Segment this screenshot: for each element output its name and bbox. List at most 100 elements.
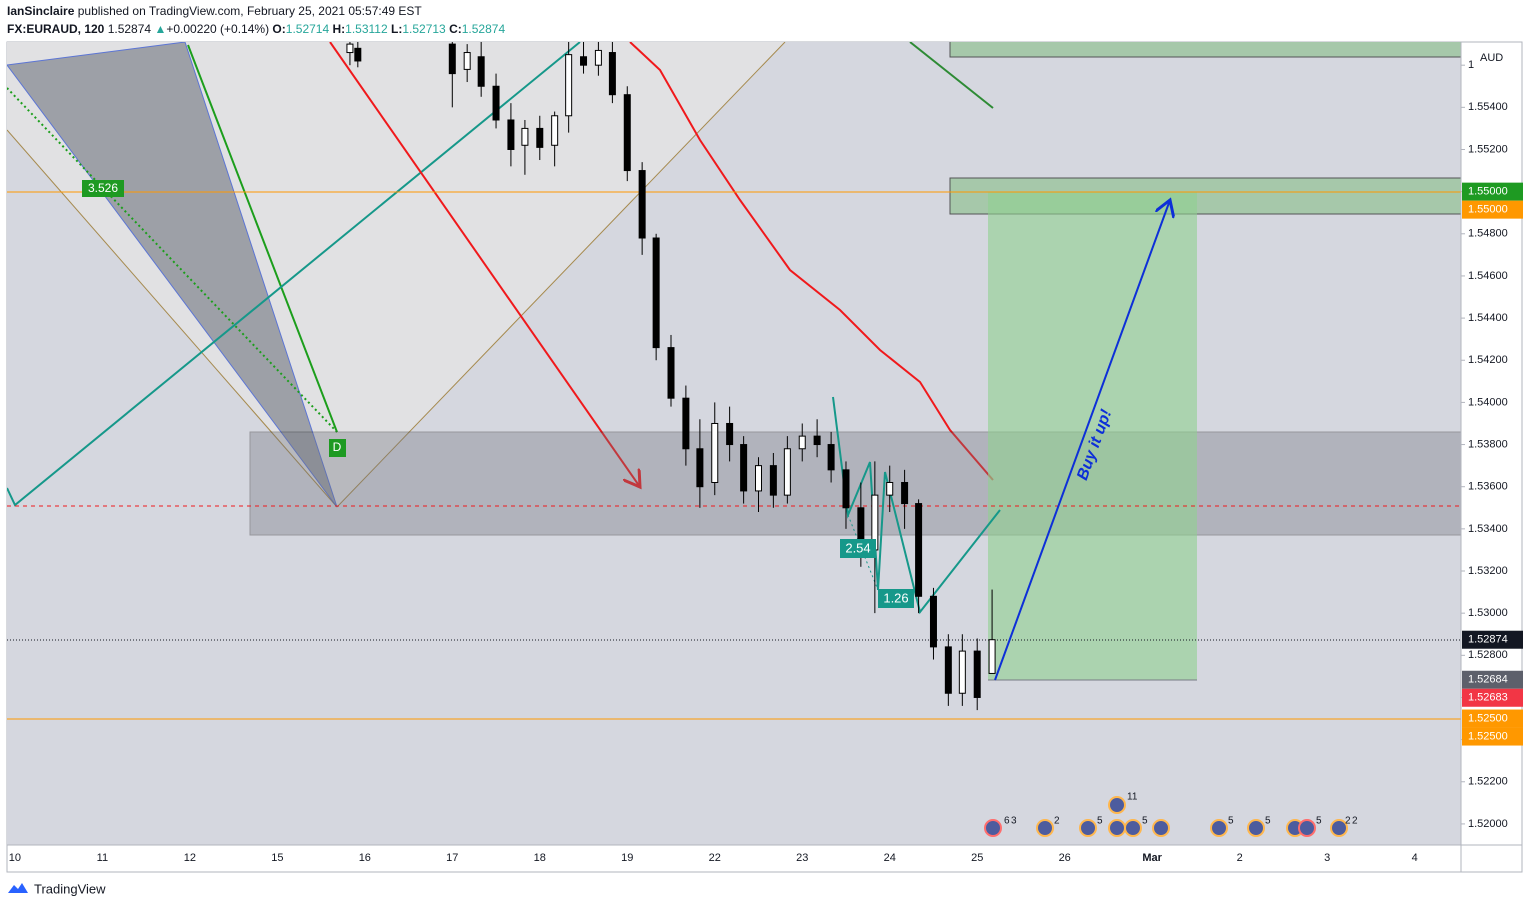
candle-body xyxy=(507,119,515,150)
event-count: 5 xyxy=(1265,816,1271,827)
candle-body xyxy=(726,422,734,446)
published: published on TradingView.com, February 2… xyxy=(78,4,423,18)
x-tick-label: 18 xyxy=(534,852,546,864)
x-tick-label: 22 xyxy=(709,852,721,864)
arrow: ▲ xyxy=(154,22,166,36)
candle-body xyxy=(565,54,573,117)
ratio-box xyxy=(840,539,876,558)
candle-body xyxy=(754,465,762,492)
ohlc-value: 1.52874 xyxy=(462,22,506,36)
y-tick-label: 1.54600 xyxy=(1468,270,1508,282)
event-count: 3 xyxy=(1011,816,1017,827)
candle-body xyxy=(580,56,588,66)
price-tag xyxy=(1462,709,1523,728)
candle-body xyxy=(901,481,909,505)
x-tick-label: 12 xyxy=(184,852,196,864)
price-tag xyxy=(1462,670,1523,689)
event-count: 11 xyxy=(1127,792,1138,803)
x-tick-label: 19 xyxy=(621,852,633,864)
x-tick-label: 10 xyxy=(9,852,21,864)
currency: AUD xyxy=(1480,52,1503,64)
candle-body xyxy=(551,115,559,146)
y-tick-label: 1.53600 xyxy=(1468,481,1508,493)
x-tick-label: 23 xyxy=(796,852,808,864)
ratio-label: 2.54 xyxy=(845,540,870,555)
candle-body xyxy=(448,43,456,75)
x-tick-label: 26 xyxy=(1059,852,1071,864)
price-tag-label: 1.52874 xyxy=(1468,634,1508,646)
author: IanSinclaire xyxy=(7,4,75,18)
event-icon xyxy=(1330,819,1348,837)
footer: TradingView xyxy=(8,881,106,896)
event-count: 2 xyxy=(1345,816,1351,827)
x-tick-label: 25 xyxy=(971,852,983,864)
pattern-edge xyxy=(7,129,338,508)
change: +0.00220 (+0.14%) xyxy=(166,22,269,36)
event-icon xyxy=(1210,819,1228,837)
event-icon xyxy=(1108,819,1126,837)
supply-zone xyxy=(249,431,1461,536)
teal-line xyxy=(7,42,581,507)
price-tag xyxy=(1462,182,1523,201)
event-icon xyxy=(1298,819,1316,837)
event-icon xyxy=(1152,819,1170,837)
ratio-label: 1.26 xyxy=(883,590,908,605)
x-tick-label: 3 xyxy=(1324,852,1330,864)
event-icon xyxy=(1079,819,1097,837)
x-tick-label: 4 xyxy=(1412,852,1418,864)
candle-body xyxy=(536,127,544,148)
ohlc-label: L: xyxy=(391,22,402,36)
candle-body xyxy=(740,444,748,492)
event-icon xyxy=(1108,796,1126,814)
x-tick-label: 24 xyxy=(884,852,896,864)
long-position xyxy=(988,192,1197,680)
last: 1.52874 xyxy=(108,22,152,36)
candle-body xyxy=(594,49,602,66)
header-line: IanSinclaire published on TradingView.co… xyxy=(7,4,422,18)
events: 6 3 2 5 11 5 5 5 5 2 2 xyxy=(984,792,1358,837)
ohlc-label: H: xyxy=(333,22,346,36)
target-zone-top xyxy=(949,42,1461,58)
ratio-box xyxy=(82,180,124,197)
x-tick-label: 17 xyxy=(446,852,458,864)
event-count: 5 xyxy=(1228,816,1234,827)
y-tick-label: 1.55400 xyxy=(1468,101,1508,113)
ohlc-label: C: xyxy=(449,22,462,36)
ratio-box xyxy=(878,589,914,608)
candle-body xyxy=(929,595,937,648)
candle-body xyxy=(608,52,616,96)
event-count: 5 xyxy=(1142,816,1148,827)
blue-arrow xyxy=(994,200,1170,681)
event-icon xyxy=(1124,819,1142,837)
price-tag-label: 1.55000 xyxy=(1468,204,1508,216)
x-tick-label: 2 xyxy=(1237,852,1243,864)
candle-body xyxy=(813,435,821,446)
price-tag-label: 1.55000 xyxy=(1468,186,1508,198)
ratio-label: 3.526 xyxy=(88,181,118,195)
candle-body xyxy=(682,397,690,450)
candle-body xyxy=(915,503,923,597)
x-tick-label: Mar xyxy=(1142,852,1162,864)
price-tag-label: 1.52500 xyxy=(1468,712,1508,724)
red-arrow xyxy=(329,42,640,487)
price-axis: 1.520001.522001.524001.526001.528001.530… xyxy=(1461,59,1523,830)
y-tick-label: 1.53800 xyxy=(1468,438,1508,450)
pattern-dark xyxy=(7,42,338,508)
logo xyxy=(8,883,28,893)
candle-body xyxy=(696,448,704,488)
point-label: D xyxy=(333,440,342,454)
y-tick-label: 1.52800 xyxy=(1468,649,1508,661)
symbol: FX:EURAUD, 120 xyxy=(7,22,105,36)
candle-body xyxy=(346,43,354,54)
pattern-edge xyxy=(336,42,786,508)
candle-body xyxy=(944,646,952,694)
candle-body xyxy=(711,422,719,483)
candle-body xyxy=(667,347,675,399)
candle-body xyxy=(958,650,966,694)
price-tag-label: 1.52684 xyxy=(1468,674,1508,686)
ohlc-value: 1.53112 xyxy=(345,22,388,36)
candle-body xyxy=(827,444,835,471)
ohlc-label: O: xyxy=(272,22,285,36)
candle-body xyxy=(798,435,806,450)
y-tick-label: 1.54400 xyxy=(1468,312,1508,324)
